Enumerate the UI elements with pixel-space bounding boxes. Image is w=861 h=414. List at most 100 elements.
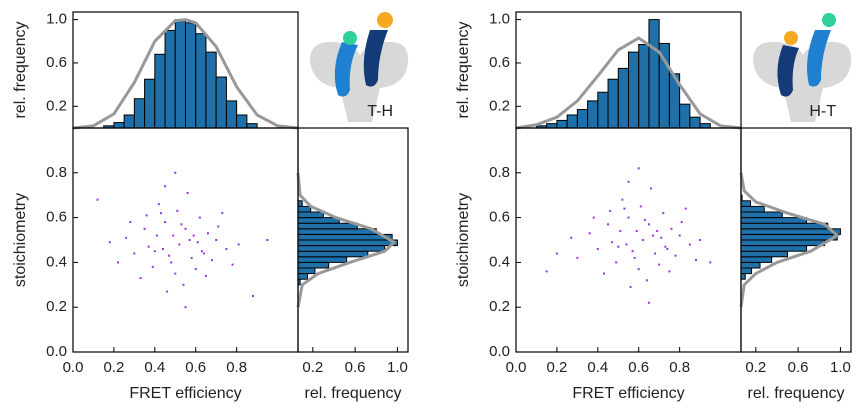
y-tick-label: 0.4	[489, 253, 510, 270]
x-tick-label: 0.0	[506, 359, 527, 376]
point	[125, 236, 128, 239]
point	[198, 216, 201, 219]
point	[635, 230, 638, 233]
y-tick-label: 0.0	[489, 343, 510, 360]
frame	[515, 127, 742, 353]
y-tick-label: 1.0	[46, 11, 67, 28]
bar	[566, 114, 578, 129]
point	[184, 227, 187, 230]
point	[619, 230, 622, 233]
x-tick-label: 0.2	[745, 359, 766, 376]
y-axis-label: stoichiometry	[12, 193, 29, 287]
point	[266, 239, 269, 241]
point	[670, 227, 673, 230]
x-axis-label: FRET efficiency	[572, 385, 684, 402]
bar	[740, 205, 765, 213]
x-tick-label: 0.8	[669, 359, 690, 376]
y-tick-label: 0.6	[489, 54, 510, 71]
point	[162, 247, 164, 250]
bar	[576, 109, 589, 129]
bar	[699, 123, 711, 129]
bar	[617, 67, 629, 129]
point	[215, 239, 218, 241]
icon-th	[310, 12, 409, 122]
bar	[164, 29, 176, 129]
point	[643, 218, 646, 221]
point	[680, 221, 683, 224]
bar	[297, 205, 312, 213]
icon-ht	[753, 13, 852, 122]
x-tick-label: 1.0	[830, 359, 851, 376]
x-tick-label: 0.2	[103, 359, 124, 376]
bar	[740, 228, 841, 235]
bar	[297, 217, 340, 224]
x-tick-label: 0.8	[226, 359, 247, 376]
point	[151, 265, 154, 268]
bar	[740, 245, 808, 252]
point	[623, 207, 626, 210]
point	[133, 252, 136, 255]
y-tick-label: 0.2	[46, 97, 67, 114]
y-tick-label: 0.8	[46, 164, 67, 181]
bar	[297, 245, 386, 252]
bar	[225, 100, 238, 129]
bar	[740, 222, 829, 230]
point	[650, 187, 652, 190]
point	[641, 239, 644, 241]
bar	[740, 211, 783, 219]
y-tick-label: 0.6	[46, 209, 67, 226]
point	[647, 223, 650, 226]
point	[602, 272, 605, 275]
y-tick-label: 0.6	[489, 209, 510, 226]
bar	[546, 123, 558, 129]
point	[155, 234, 158, 237]
icon-dye	[377, 12, 393, 28]
bar	[597, 91, 609, 129]
icon-domain	[807, 30, 831, 87]
bar	[123, 114, 135, 129]
point	[145, 214, 148, 217]
fit-curve	[515, 36, 742, 130]
icon-domain	[363, 30, 388, 87]
x-tick-label: 0.2	[302, 359, 323, 376]
point	[168, 254, 171, 257]
point	[166, 290, 169, 293]
point	[621, 198, 624, 201]
point	[159, 212, 162, 215]
bar	[297, 200, 303, 207]
point	[555, 252, 558, 255]
y-tick-label: 0.6	[46, 54, 67, 71]
bar	[556, 119, 568, 129]
point	[172, 234, 175, 237]
point	[617, 245, 620, 248]
point	[153, 250, 156, 253]
x-tick-label: 0.6	[185, 359, 206, 376]
point	[662, 212, 665, 215]
bar	[740, 233, 838, 241]
bar	[236, 114, 248, 129]
point	[202, 252, 205, 255]
point	[221, 212, 224, 215]
x-tick-label: 0.6	[788, 359, 809, 376]
bar	[215, 76, 227, 129]
point	[637, 167, 640, 170]
bar	[297, 261, 330, 269]
point	[174, 171, 177, 174]
point	[129, 221, 132, 224]
bar	[297, 256, 348, 263]
point	[678, 234, 681, 237]
point	[592, 216, 595, 219]
bar	[297, 239, 398, 247]
bar	[638, 44, 650, 129]
point	[629, 286, 632, 289]
point	[609, 209, 612, 212]
point	[607, 223, 610, 226]
bar	[679, 103, 691, 129]
point	[188, 239, 191, 241]
point	[674, 254, 677, 257]
point	[108, 241, 111, 244]
point	[143, 227, 146, 230]
fit-curve	[739, 172, 840, 308]
x-axis-label: FRET efficiency	[129, 385, 241, 402]
icon-dye	[822, 13, 836, 27]
